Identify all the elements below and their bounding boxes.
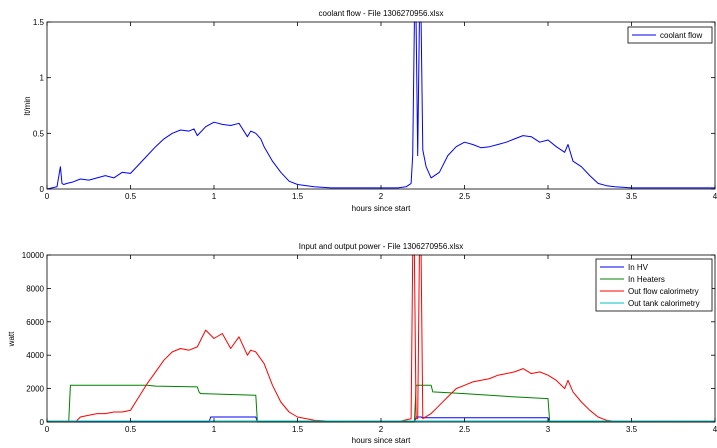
y-ticks-power: 0 2000 4000 6000 8000 10000 [22, 251, 715, 427]
axes-frame-coolant-flow [46, 21, 716, 190]
series-group-coolant-flow [46, 21, 715, 190]
y-tick-label: 10000 [22, 251, 45, 260]
x-tick-label: 2.5 [459, 192, 471, 201]
legend-box [595, 258, 713, 312]
y-tick-label: 1 [40, 74, 45, 83]
x-ticks-power: 0 0.5 1 1.5 2 2.5 3 3.5 4 [45, 255, 717, 434]
chart-title-power: Input and output power - File 1306270956… [299, 242, 464, 251]
x-tick-label: 0.5 [125, 192, 137, 201]
y-tick-label: 6000 [26, 318, 44, 327]
x-tick-label: 3 [546, 425, 551, 434]
legend-entry: In HV [628, 263, 649, 272]
x-tick-label: 3 [546, 192, 551, 201]
legend-entry: coolant flow [660, 31, 702, 40]
x-tick-label: 3.5 [626, 192, 638, 201]
chart-title-coolant-flow: coolant flow - File 1306270956.xlsx [319, 9, 444, 18]
x-tick-label: 0.5 [125, 425, 137, 434]
x-tick-label: 1 [212, 192, 217, 201]
plot-coolant-flow: coolant flow - File 1306270956.xlsx 0 0.5… [23, 9, 717, 213]
legend-box [627, 26, 713, 44]
x-axis-label-coolant-flow: hours since start [352, 204, 411, 213]
x-tick-label: 0 [45, 192, 50, 201]
x-ticks-coolant-flow: 0 0.5 1 1.5 2 2.5 3 3.5 4 [45, 22, 717, 201]
y-tick-label: 0 [40, 418, 45, 427]
y-tick-label: 1.5 [33, 18, 45, 27]
x-tick-label: 2 [379, 192, 384, 201]
x-tick-label: 2 [379, 425, 384, 434]
y-ticks-coolant-flow: 0 0.5 1 1.5 [33, 18, 715, 194]
plot-power: Input and output power - File 1306270956… [7, 242, 717, 445]
legend-entry: In Heaters [628, 275, 665, 284]
x-axis-label-power: hours since start [352, 436, 411, 445]
y-tick-label: 8000 [26, 284, 44, 293]
x-tick-label: 2.5 [459, 425, 471, 434]
x-tick-label: 4 [713, 425, 717, 434]
series-line-in-heaters [47, 384, 715, 423]
legend-entry: Out flow calorimetry [628, 287, 699, 296]
y-tick-label: 0 [40, 185, 45, 194]
x-tick-label: 4 [713, 192, 717, 201]
y-axis-label-coolant-flow: lt/min [23, 96, 32, 115]
y-tick-label: 0.5 [33, 129, 45, 138]
x-tick-label: 1.5 [292, 425, 304, 434]
x-tick-label: 1.5 [292, 192, 304, 201]
y-tick-label: 2000 [26, 385, 44, 394]
y-axis-label-power: watt [7, 331, 16, 347]
x-tick-label: 1 [212, 425, 217, 434]
legend-entry: Out tank calorimetry [628, 299, 700, 308]
y-tick-label: 4000 [26, 351, 44, 360]
legend-power: In HV In Heaters Out flow calorimetry Out t… [595, 258, 713, 312]
x-tick-label: 0 [45, 425, 50, 434]
x-tick-label: 3.5 [626, 425, 638, 434]
series-line-coolant-flow [46, 21, 715, 190]
legend-coolant-flow: coolant flow [627, 26, 713, 44]
